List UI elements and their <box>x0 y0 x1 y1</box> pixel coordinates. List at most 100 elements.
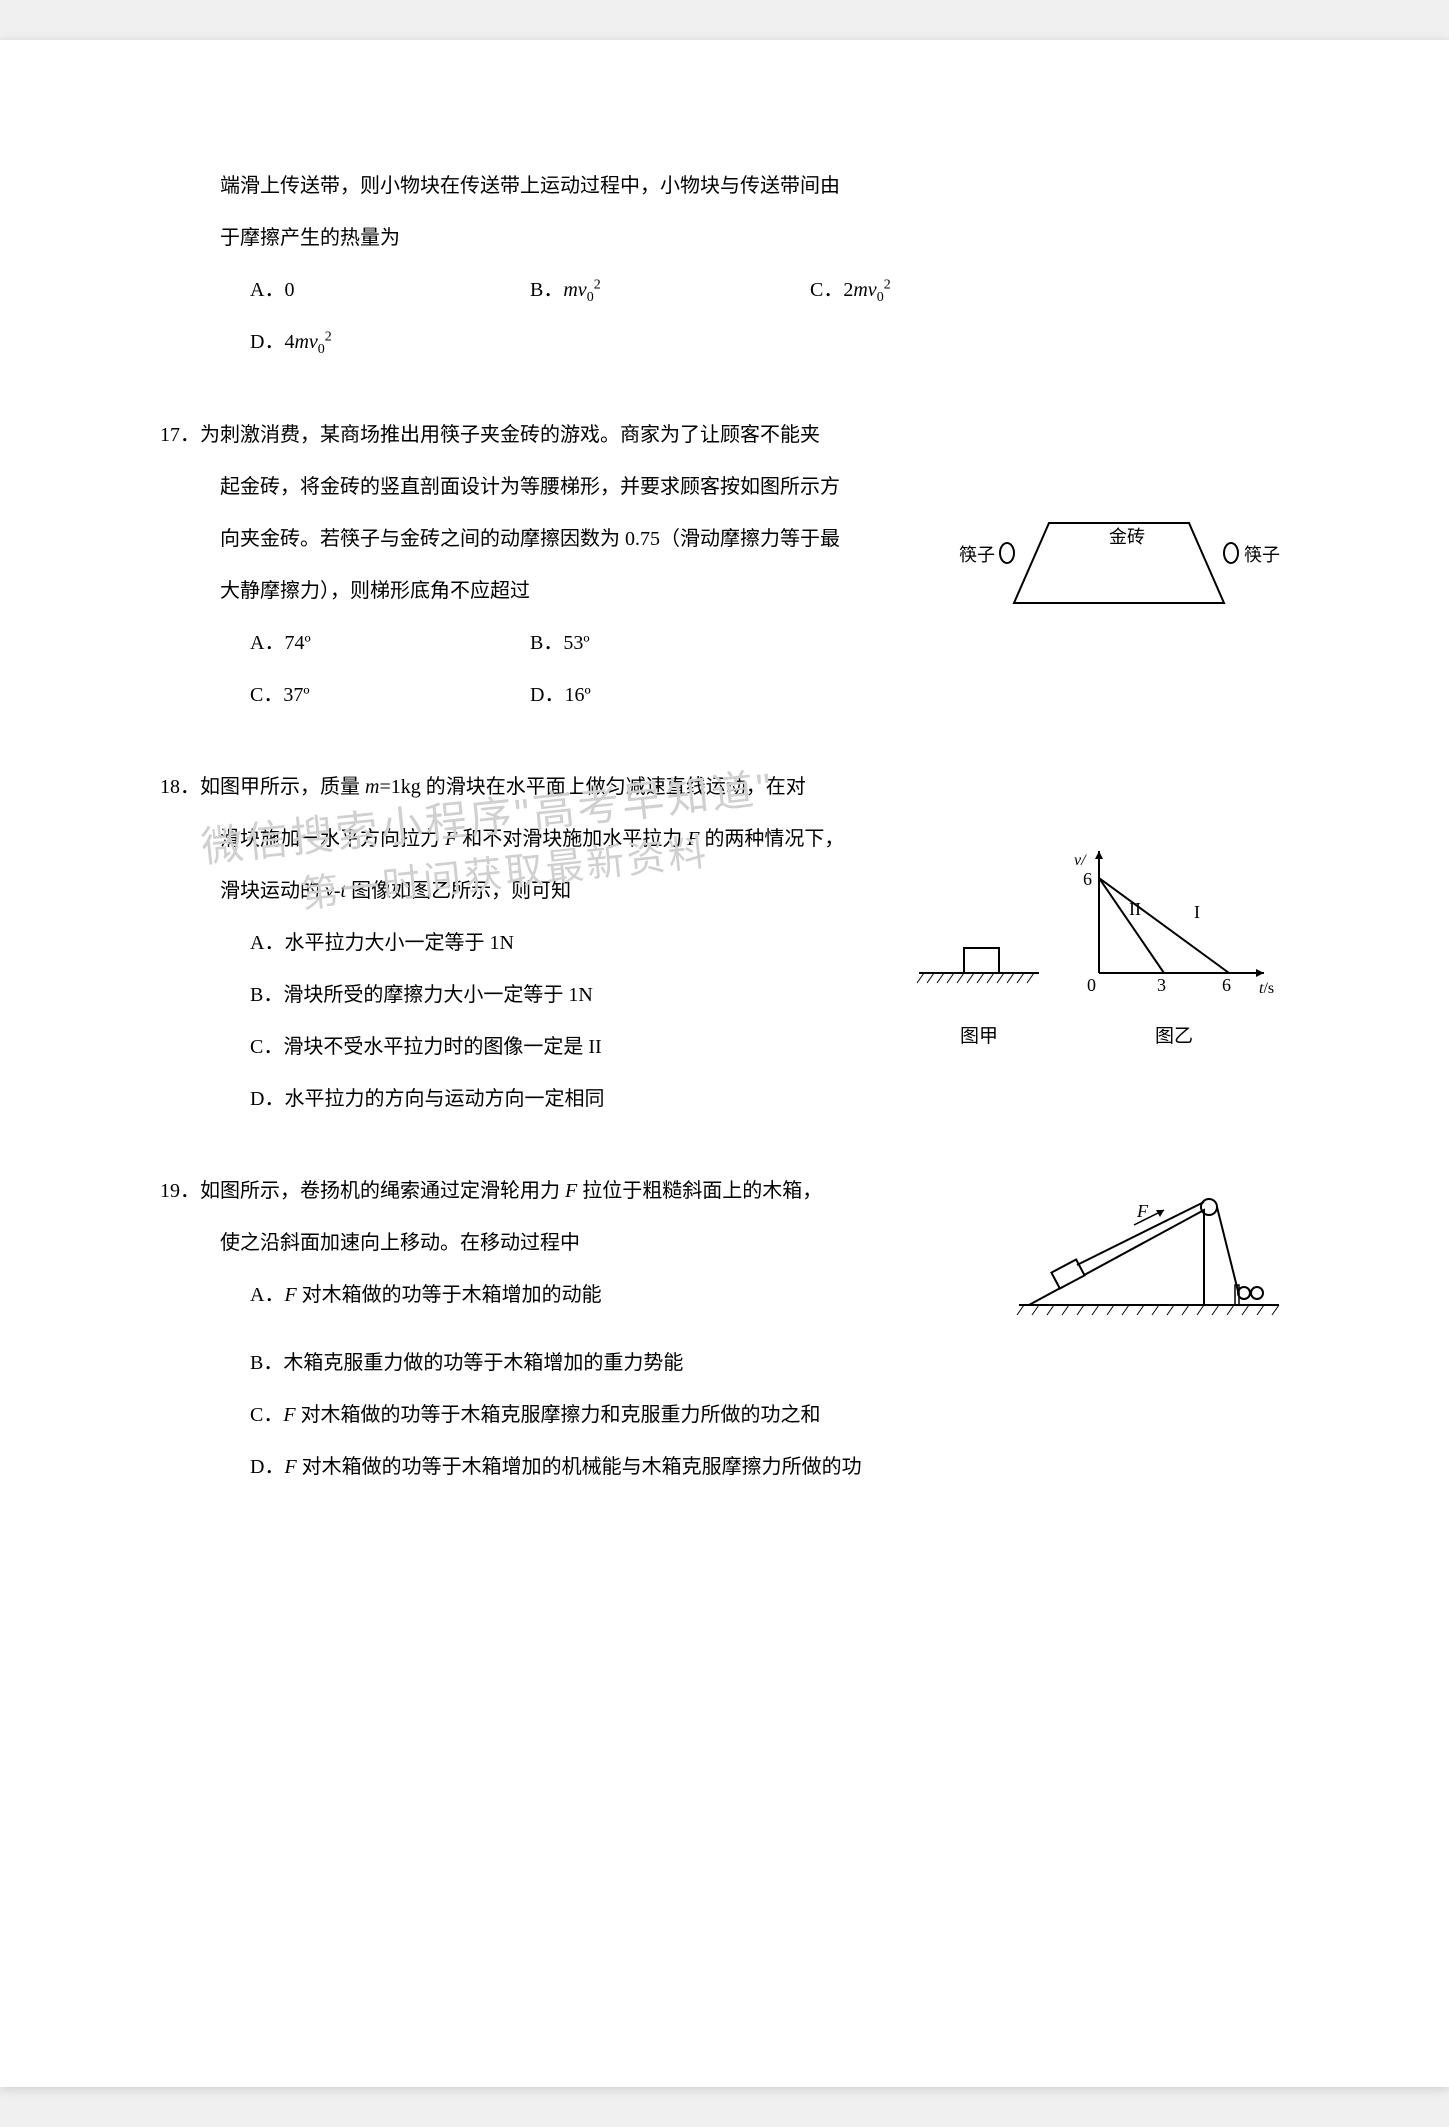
block-rect <box>964 948 999 973</box>
exam-page: 端滑上传送带，则小物块在传送带上运动过程中，小物块与传送带间由 于摩擦产生的热量… <box>0 40 1449 2087</box>
q17-left-col: 向夹金砖。若筷子与金砖之间的动摩擦因数为 0.75（滑动摩擦力等于最 大静摩擦力… <box>160 513 949 721</box>
fig-jia-svg <box>909 903 1049 1003</box>
q19-a-post: 对木箱做的功等于木箱增加的动能 <box>297 1284 602 1306</box>
chop-label-r: 筷子 <box>1244 545 1280 565</box>
figure-q18: 图甲 6 0 3 6 I II <box>909 843 1289 1054</box>
q18-s2b: 和不对滑块施加水平拉力 <box>457 828 687 850</box>
q16-c-prefix: C．2 <box>810 279 853 301</box>
q16-line1: 端滑上传送带，则小物块在传送带上运动过程中，小物块与传送带间由 <box>160 160 1289 212</box>
chopstick-right <box>1224 543 1238 563</box>
q17-s1: 为刺激消费，某商场推出用筷子夹金砖的游戏。商家为了让顾客不能夹 <box>200 424 820 446</box>
q18-opt-a: A．水平拉力大小一定等于 1N <box>250 917 909 969</box>
q18-s1a: 如图甲所示，质量 <box>200 776 365 798</box>
q18-left-col: 滑块施加一水平方向拉力 F 和不对滑块施加水平拉力 F 的两种情况下， 滑块运动… <box>160 813 909 1125</box>
y-arrow <box>1095 851 1103 859</box>
q17-opt-c: C．37º <box>250 669 530 721</box>
q19-s2: 使之沿斜面加速向上移动。在移动过程中 <box>160 1217 1009 1269</box>
q18-options: A．水平拉力大小一定等于 1N B．滑块所受的摩擦力大小一定等于 1N C．滑块… <box>160 917 909 1125</box>
hatch <box>917 973 1034 983</box>
x3: 3 <box>1157 975 1166 995</box>
xaxis-t: t/s <box>1259 980 1274 997</box>
mv-sub-3: 0 <box>318 342 325 357</box>
q16-opt-a: A．0 <box>250 264 530 316</box>
q19-d-pre: D． <box>250 1456 284 1478</box>
q17-opt-b: B．53º <box>530 617 810 669</box>
figure-gold-brick: 金砖 筷子 筷子 <box>949 493 1289 635</box>
q17-opt-d: D．16º <box>530 669 810 721</box>
q17-opt-a: A．74º <box>250 617 530 669</box>
x0: 0 <box>1087 975 1096 995</box>
q17-s4: 大静摩擦力），则梯形底角不应超过 <box>160 565 949 617</box>
q19-opt-d: D．F 对木箱做的功等于木箱增加的机械能与木箱克服摩擦力所做的功 <box>250 1441 1289 1493</box>
q18-num: 18． <box>160 776 200 798</box>
q19-c-pre: C． <box>250 1404 283 1426</box>
q17-num: 17． <box>160 424 200 446</box>
q18-F1: F <box>445 828 457 850</box>
mv-sup-3: 2 <box>325 330 332 345</box>
q16-b-prefix: B． <box>530 279 563 301</box>
q16-opt-c: C．2mv02 <box>810 264 1090 316</box>
q19-stem1: 19．如图所示，卷扬机的绳索通过定滑轮用力 F 拉位于粗糙斜面上的木箱， <box>160 1165 1009 1217</box>
mv-v-2: v <box>868 279 877 301</box>
q18-opt-d: D．水平拉力的方向与运动方向一定相同 <box>250 1073 909 1125</box>
q18-vt: v-t <box>325 880 346 902</box>
fig-yi: 6 0 3 6 I II v/ t/s 图乙 <box>1069 843 1279 1054</box>
winch-1 <box>1238 1287 1250 1299</box>
q19-c-F: F <box>283 1404 295 1426</box>
q18-row: 滑块施加一水平方向拉力 F 和不对滑块施加水平拉力 F 的两种情况下， 滑块运动… <box>160 813 1289 1125</box>
incline-svg: F <box>1009 1185 1289 1325</box>
chopstick-left <box>1000 543 1014 563</box>
q19-a-F: F <box>284 1284 296 1306</box>
q18-F2: F <box>687 828 699 850</box>
q19-s1b: 拉位于粗糙斜面上的木箱， <box>577 1180 822 1202</box>
question-16-cont: 端滑上传送带，则小物块在传送带上运动过程中，小物块与传送带间由 于摩擦产生的热量… <box>160 160 1289 369</box>
q19-d-post: 对木箱做的功等于木箱增加的机械能与木箱克服摩擦力所做的功 <box>297 1456 862 1478</box>
incline-tri <box>1029 1210 1204 1305</box>
q18-stem1: 18．如图甲所示，质量 m=1kg 的滑块在水平面上做匀减速直线运动，在对 <box>160 761 1289 813</box>
F-label: F <box>1136 1201 1149 1221</box>
mv-sup-2: 2 <box>884 277 891 292</box>
q19-left-col: 19．如图所示，卷扬机的绳索通过定滑轮用力 F 拉位于粗糙斜面上的木箱， 使之沿… <box>160 1165 1009 1321</box>
mv-sub: 0 <box>587 290 594 305</box>
mv-v-3: v <box>309 331 318 353</box>
q18-s1b: =1kg 的滑块在水平面上做匀减速直线运动，在对 <box>379 776 805 798</box>
mv-m: m <box>563 279 577 301</box>
question-19: 19．如图所示，卷扬机的绳索通过定滑轮用力 F 拉位于粗糙斜面上的木箱， 使之沿… <box>160 1165 1289 1493</box>
q19-num: 19． <box>160 1180 200 1202</box>
q19-a-pre: A． <box>250 1284 284 1306</box>
incl-hatch <box>1017 1305 1279 1315</box>
q18-s2a: 滑块施加一水平方向拉力 <box>220 828 445 850</box>
q19-options-rest: B．木箱克服重力做的功等于木箱增加的重力势能 C．F 对木箱做的功等于木箱克服摩… <box>160 1337 1289 1493</box>
lbl-II: II <box>1129 899 1141 919</box>
q18-m: m <box>365 776 379 798</box>
q18-s3b: 图像如图乙所示，则可知 <box>346 880 571 902</box>
q19-opt-c: C．F 对木箱做的功等于木箱克服摩擦力和克服重力所做的功之和 <box>250 1389 1289 1441</box>
gold-brick-svg: 金砖 筷子 筷子 <box>949 493 1289 623</box>
q16-opt-b: B．mv02 <box>530 264 810 316</box>
mv-sub-2: 0 <box>877 290 884 305</box>
q16-opt-d: D．4mv02 <box>250 316 530 368</box>
q19-opt-b: B．木箱克服重力做的功等于木箱增加的重力势能 <box>250 1337 1289 1389</box>
q16-options: A．0 B．mv02 C．2mv02 D．4mv02 <box>160 264 1289 369</box>
q19-opt-a: A．F 对木箱做的功等于木箱增加的动能 <box>250 1269 1009 1321</box>
question-17: 17．为刺激消费，某商场推出用筷子夹金砖的游戏。商家为了让顾客不能夹 起金砖，将… <box>160 409 1289 721</box>
figure-incline: F <box>1009 1185 1289 1337</box>
x-arrow <box>1256 969 1264 977</box>
q16-d-prefix: D．4 <box>250 331 294 353</box>
q16-line2: 于摩擦产生的热量为 <box>160 212 1289 264</box>
yaxis-v: v/ <box>1074 852 1087 869</box>
q18-opt-c: C．滑块不受水平拉力时的图像一定是 II <box>250 1021 909 1073</box>
mv-sup: 2 <box>594 277 601 292</box>
question-18: 18．如图甲所示，质量 m=1kg 的滑块在水平面上做匀减速直线运动，在对 滑块… <box>160 761 1289 1125</box>
q17-row: 向夹金砖。若筷子与金砖之间的动摩擦因数为 0.75（滑动摩擦力等于最 大静摩擦力… <box>160 513 1289 721</box>
q19-d-F: F <box>284 1456 296 1478</box>
line-I <box>1099 878 1229 973</box>
label-yi: 图乙 <box>1069 1020 1279 1054</box>
q18-opt-b: B．滑块所受的摩擦力大小一定等于 1N <box>250 969 909 1021</box>
label-jia: 图甲 <box>909 1020 1049 1054</box>
gold-label: 金砖 <box>1109 527 1145 547</box>
q19-options: A．F 对木箱做的功等于木箱增加的动能 <box>160 1269 1009 1321</box>
fig-yi-svg: 6 0 3 6 I II v/ t/s <box>1069 843 1279 1003</box>
q18-s3a: 滑块运动的 <box>220 880 325 902</box>
mv-m-3: m <box>294 331 308 353</box>
